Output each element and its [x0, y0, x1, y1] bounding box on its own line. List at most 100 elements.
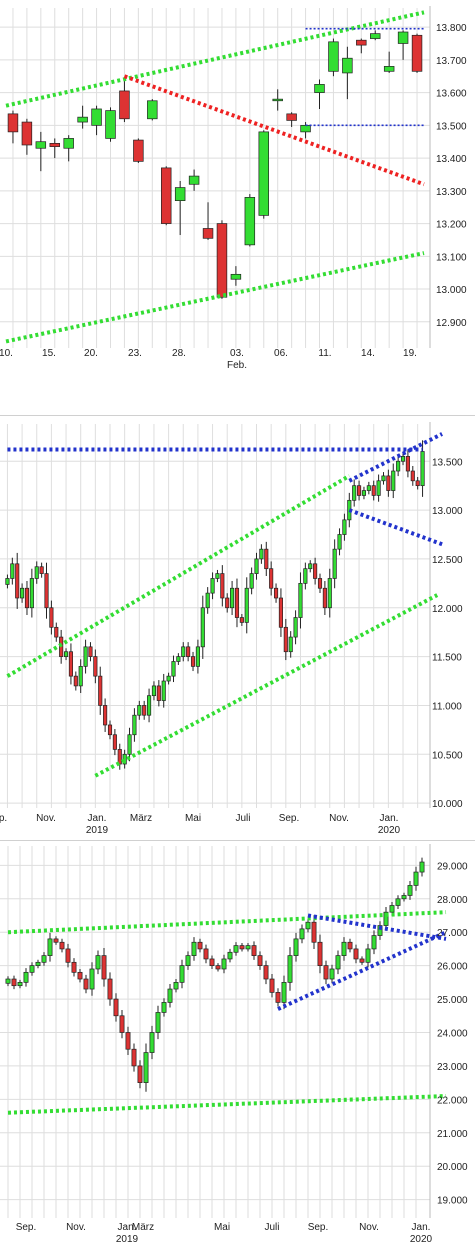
candle-body — [244, 197, 256, 246]
y-tick-label: 19.000 — [437, 1196, 468, 1207]
candle-body — [71, 961, 77, 973]
trendline — [277, 930, 447, 1011]
candle-body — [371, 935, 377, 950]
candle-body — [29, 578, 34, 609]
y-tick-label: 13.500 — [436, 121, 467, 132]
chart-1: 13.800 13.700 13.600 13.500 13.400 13.300 13.2… — [0, 6, 467, 371]
candle-body — [353, 948, 359, 960]
candle-body — [181, 646, 186, 657]
candle-body — [5, 978, 11, 984]
candle-body — [151, 685, 157, 697]
trendline — [7, 1094, 447, 1115]
candle-body — [227, 951, 233, 960]
candle-body — [202, 228, 214, 239]
x-tick-label: 10. — [0, 348, 13, 359]
candle-body — [389, 905, 395, 913]
candle-body — [147, 695, 152, 716]
candle-body — [20, 587, 25, 599]
x-tick-label: Mai — [185, 813, 201, 824]
y-tick-label: 24.000 — [437, 1028, 468, 1039]
candle-body — [167, 988, 173, 1003]
candle-body — [83, 646, 88, 667]
candle-body — [286, 113, 297, 121]
candle-body — [251, 945, 257, 956]
trendline — [348, 432, 443, 483]
x-tick-label: Mai — [214, 1222, 230, 1233]
candle-body — [337, 534, 342, 550]
y-tick-label: 20.000 — [437, 1162, 468, 1173]
candle-body — [156, 685, 161, 701]
x-tick-label: 06. — [274, 348, 288, 359]
candle-body — [35, 141, 47, 149]
candle-body — [89, 968, 95, 990]
candle-body — [342, 519, 347, 535]
x-tick-sublabel: Feb. — [227, 360, 247, 371]
candle-body — [23, 971, 29, 983]
x-tick-label: Nov. — [36, 813, 56, 824]
candle-body — [352, 485, 357, 501]
candle-body — [410, 470, 415, 482]
candle-body — [21, 121, 33, 146]
candle-body — [332, 548, 337, 579]
y-tick-label: 28.000 — [437, 895, 468, 906]
candle-body — [273, 587, 279, 599]
candle-body — [215, 573, 220, 579]
candle-body — [68, 651, 73, 677]
y-tick-label: 22.000 — [437, 1095, 468, 1106]
candle-body — [143, 1052, 149, 1083]
candle-body — [142, 705, 147, 716]
trendline — [94, 593, 439, 778]
candle-body — [322, 587, 327, 609]
candle-body — [10, 563, 15, 579]
candle-body — [249, 573, 254, 589]
candle-body — [161, 680, 166, 701]
y-tick-label: 13.000 — [432, 506, 463, 517]
candle-body — [299, 928, 305, 940]
candle-body — [63, 651, 69, 657]
candle-body — [230, 587, 235, 609]
candle-body — [239, 945, 245, 950]
candle-body — [233, 945, 239, 953]
x-tick-label: 14. — [361, 348, 375, 359]
trendline — [348, 508, 443, 547]
candle-body — [133, 139, 144, 162]
y-tick-label: 12.900 — [436, 318, 467, 329]
y-tick-label: 13.800 — [436, 23, 467, 34]
candle-body — [317, 941, 323, 966]
y-tick-label: 11.000 — [432, 701, 462, 712]
candle-body — [15, 563, 20, 599]
x-tick-label: Jan. — [88, 813, 107, 824]
candle-body — [35, 961, 41, 966]
candle-body — [420, 451, 425, 487]
x-tick-label: Sep. — [279, 813, 300, 824]
candle-body — [195, 646, 200, 667]
candle-body — [216, 223, 228, 298]
y-tick-label: 10.500 — [432, 750, 463, 761]
candle-body — [254, 558, 259, 574]
x-tick-label: Jan. — [118, 1222, 137, 1233]
y-tick-label: 23.000 — [437, 1062, 468, 1073]
candle-body — [88, 646, 93, 657]
x-tick-label: März — [132, 1222, 154, 1233]
candle-body — [131, 1048, 137, 1067]
candle-body — [356, 39, 367, 46]
candle-body — [73, 675, 78, 687]
candle-body — [311, 921, 317, 943]
candle-body — [395, 898, 401, 906]
chart-divider-1 — [0, 415, 475, 416]
x-tick-label: 23. — [128, 348, 142, 359]
y-tick-label: 25.000 — [437, 995, 468, 1006]
x-tick-label: 19. — [403, 348, 417, 359]
candle-body — [185, 955, 191, 966]
candle-body — [376, 480, 381, 496]
candle-body — [186, 646, 191, 657]
candle-body — [155, 1012, 161, 1033]
candle-body — [234, 587, 240, 618]
candle-body — [293, 617, 298, 638]
candle-body — [383, 66, 395, 72]
candle-body — [264, 548, 269, 570]
candle-body — [328, 41, 339, 72]
candle-body — [127, 734, 132, 755]
candle-body — [107, 978, 113, 1000]
candle-body — [190, 656, 196, 667]
